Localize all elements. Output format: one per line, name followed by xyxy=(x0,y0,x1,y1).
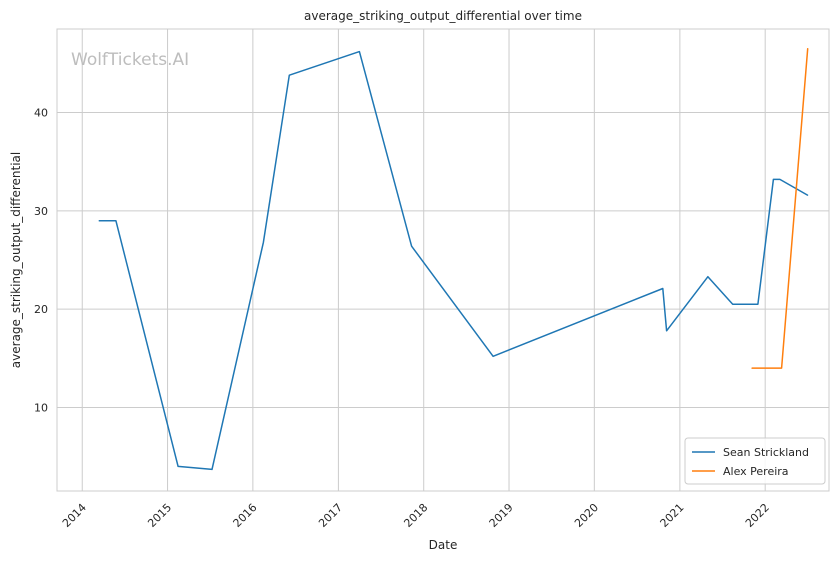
plot-area-frame xyxy=(56,28,830,492)
y-axis-title: average_striking_output_differential xyxy=(9,152,23,368)
y-tick-label: 40 xyxy=(34,107,48,120)
y-tick-label: 20 xyxy=(34,303,48,316)
y-tick-label: 30 xyxy=(34,205,48,218)
watermark-text: WolfTickets.AI xyxy=(71,50,189,70)
y-tick-label: 10 xyxy=(34,401,48,414)
legend-box xyxy=(684,437,826,485)
x-axis-title: Date xyxy=(429,538,458,552)
series-line-alex-pereira xyxy=(751,47,809,369)
legend-label-sean-strickland: Sean Strickland xyxy=(723,446,809,459)
legend-label-alex-pereira: Alex Pereira xyxy=(723,465,789,478)
series-lines xyxy=(98,47,809,471)
legend: Sean Strickland Alex Pereira xyxy=(684,437,826,485)
grid-lines xyxy=(57,29,829,491)
series-line-sean-strickland xyxy=(98,50,809,471)
chart-title: average_striking_output_differential ove… xyxy=(304,9,582,23)
